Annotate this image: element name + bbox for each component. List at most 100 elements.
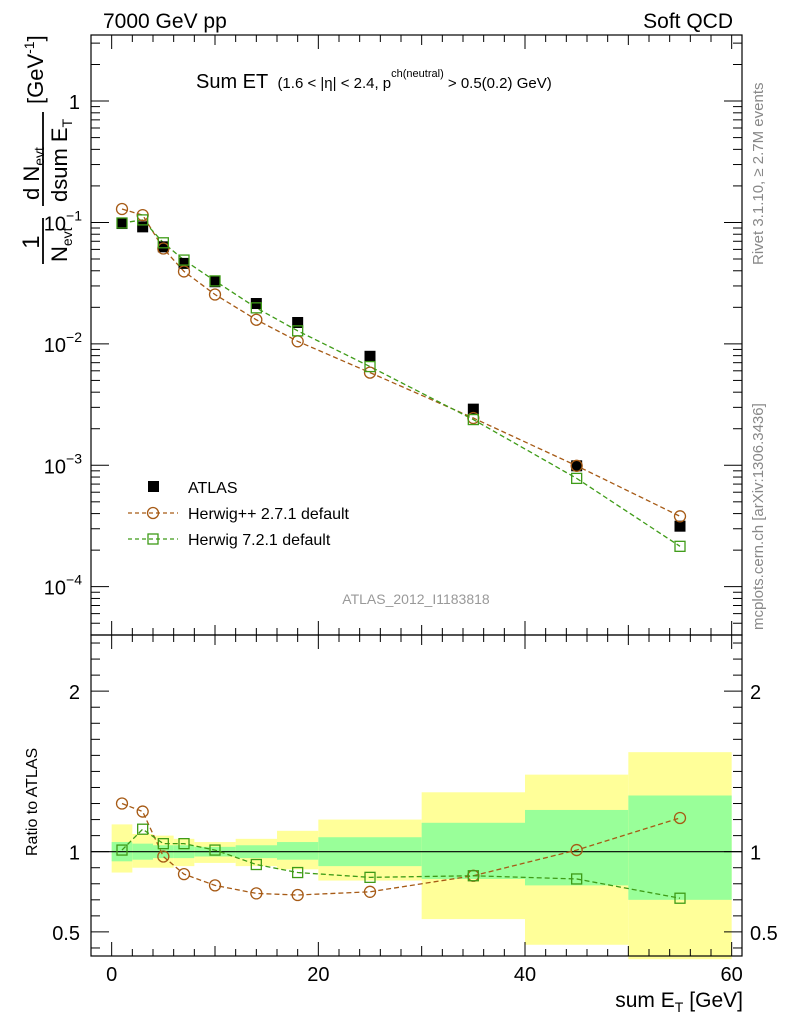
plot-title-cond-a: (1.6 < | <box>277 75 324 92</box>
y-tick-label-ratio-left: 2 <box>69 682 80 704</box>
ratio-line-herwigpp <box>121 802 681 896</box>
data-point-atlas <box>292 316 304 328</box>
legend-marker-herwigpp <box>146 506 160 520</box>
data-point-herwigpp <box>250 313 263 326</box>
x-tick-label: 60 <box>721 964 743 986</box>
data-point-herwig7 <box>292 325 304 337</box>
y-tick-label-main: 10−1 <box>44 207 82 235</box>
y-tick-label-main: 10−3 <box>44 450 82 478</box>
data-point-herwig7 <box>250 302 262 314</box>
data-point-herwig7 <box>571 472 583 485</box>
data-point-atlas <box>157 241 169 253</box>
ratio-point-herwig7 <box>364 871 376 884</box>
data-point-herwigpp <box>570 459 583 472</box>
legend-marker-herwig7 <box>147 533 159 545</box>
ratio-point-herwigpp <box>177 867 191 881</box>
legend-marker-atlas <box>148 481 159 492</box>
data-point-herwigpp <box>177 265 191 278</box>
x-tick-label: 0 <box>106 964 117 986</box>
x-tick-label: 40 <box>514 964 536 986</box>
ratio-point-herwig7 <box>571 873 583 885</box>
series-line-herwig7 <box>121 219 681 547</box>
plot-title-cond-sup: ch(neutral) <box>391 68 444 80</box>
main-plot-content <box>115 202 687 552</box>
ratio-point-herwigpp <box>570 843 583 857</box>
header-right: Soft QCD <box>643 10 733 33</box>
ratio-point-herwigpp <box>291 888 304 902</box>
y-tick-label-ratio-left: 0.5 <box>52 923 80 945</box>
ratio-plot-content <box>91 797 742 904</box>
ratio-point-herwigpp <box>363 885 377 898</box>
data-point-herwigpp <box>363 366 377 379</box>
mcplots-label: mcplots.cern.ch [arXiv:1306.3436] <box>750 403 767 630</box>
ratio-point-herwig7 <box>137 823 149 835</box>
data-point-herwig7 <box>157 237 169 249</box>
data-point-herwigpp <box>115 202 129 216</box>
ylabel-denominator: dsum ET <box>47 118 75 202</box>
plot-title-cond-c: > 0.5(0.2) GeV) <box>444 75 552 92</box>
data-point-herwig7 <box>116 217 128 229</box>
ratio-band-inner <box>277 842 319 860</box>
y-tick-label-ratio-right: 0.5 <box>750 923 778 945</box>
y-tick-label-main: 10−4 <box>44 572 82 600</box>
legend-label-herwig7: Herwig 7.2.1 default <box>188 532 331 549</box>
data-point-atlas <box>250 298 262 310</box>
data-point-herwig7 <box>209 275 221 287</box>
legend: ATLAS Herwig++ 2.7.1 default Herwig 7.2.… <box>128 480 350 549</box>
ratio-point-herwigpp <box>157 850 170 863</box>
data-point-herwig7 <box>178 254 190 266</box>
data-point-herwigpp <box>208 288 222 301</box>
ratio-point-herwigpp <box>673 811 687 825</box>
analysis-watermark: ATLAS_2012_I1183818 <box>342 591 490 607</box>
ylabel-unit: [GeV-1] <box>21 35 48 104</box>
series-line-herwigpp <box>121 208 681 517</box>
ratio-point-herwig7 <box>157 838 169 850</box>
ratio-point-herwig7 <box>292 866 304 879</box>
data-point-herwig7 <box>674 540 686 552</box>
ratio-point-herwigpp <box>250 887 263 900</box>
plot-title: Sum ET (1.6 < |η| < 2.4, pch(neutral) > … <box>196 68 552 93</box>
data-point-atlas <box>467 403 479 415</box>
data-point-herwig7 <box>467 413 479 426</box>
data-point-herwigpp <box>673 510 687 523</box>
ratio-band-inner <box>628 795 732 900</box>
plot-title-cond-b: | < 2.4, p <box>333 75 392 92</box>
plot-title-main: Sum ET <box>196 71 268 93</box>
ratio-point-herwig7 <box>250 858 262 871</box>
y-tick-label-ratio-right: 1 <box>750 843 761 865</box>
ratio-point-herwig7 <box>674 892 686 904</box>
y-axis-label-main: 1 Nevt d Nevt dsum ET [GeV-1] <box>18 35 75 264</box>
ratio-point-herwig7 <box>116 844 128 856</box>
ratio-line-herwig7 <box>121 828 681 899</box>
ylabel-one: 1 <box>18 235 45 248</box>
x-axis-label: sum ET [GeV] <box>615 989 743 1015</box>
ratio-plot-frame <box>90 634 743 957</box>
ratio-point-herwigpp <box>136 805 149 818</box>
ratio-point-herwig7 <box>467 870 479 882</box>
data-point-atlas <box>674 520 686 532</box>
ratio-point-herwigpp <box>208 879 222 892</box>
ratio-band-inner <box>525 809 629 886</box>
y-tick-label-ratio-right: 2 <box>750 682 761 704</box>
data-point-atlas <box>571 460 583 472</box>
axes: 0 20 40 60 10−4 10−3 10−2 10−1 1 0.5 0.5 1 1 2 2 <box>44 35 778 986</box>
legend-label-herwigpp: Herwig++ 2.7.1 default <box>188 506 350 523</box>
rivet-label: Rivet 3.1.10, ≥ 2.7M events <box>750 83 767 266</box>
ratio-uncertainty-bands <box>111 752 732 960</box>
data-point-atlas <box>137 221 149 233</box>
x-tick-label: 20 <box>307 964 329 986</box>
legend-label-atlas: ATLAS <box>188 480 238 497</box>
y-tick-label-ratio-left: 1 <box>69 843 80 865</box>
data-point-herwig7 <box>137 214 149 226</box>
data-point-atlas <box>116 218 128 230</box>
y-tick-label-main: 1 <box>69 92 80 114</box>
data-point-atlas <box>209 276 221 288</box>
ylabel-n-evt: Nevt <box>47 227 75 262</box>
y-tick-label-main: 10−2 <box>44 329 82 357</box>
ratio-point-herwig7 <box>178 838 190 850</box>
data-point-herwigpp <box>157 242 170 255</box>
data-point-herwig7 <box>364 360 376 373</box>
ratio-point-herwigpp <box>115 797 129 810</box>
plot-title-eta: η <box>324 75 332 92</box>
